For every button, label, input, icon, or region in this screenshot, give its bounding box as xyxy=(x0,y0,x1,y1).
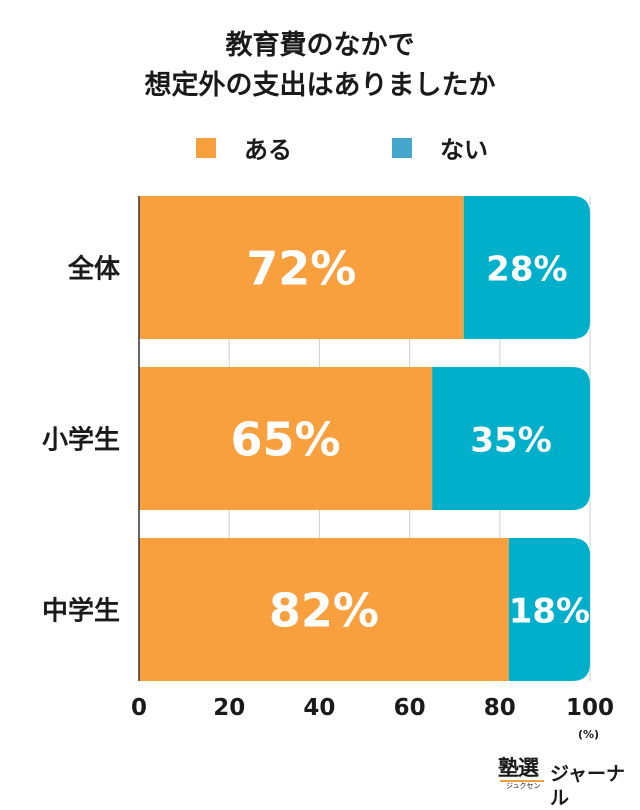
legend-swatch-aru xyxy=(196,137,216,158)
x-tick-label-60: 60 xyxy=(394,695,426,721)
bar-nai-2 xyxy=(432,367,590,510)
x-tick-label-40: 40 xyxy=(303,695,335,721)
x-tick-label-100: 100 xyxy=(566,695,614,721)
category-label-2: 小学生 xyxy=(42,425,120,456)
legend-label-aru: ある xyxy=(244,136,292,164)
chart-title: 教育費のなかで 想定外の支出はありましたか xyxy=(0,26,640,106)
category-label-1: 全体 xyxy=(67,254,121,285)
bar-nai-3 xyxy=(508,538,590,681)
logo-kanji: 塾選 xyxy=(498,756,539,780)
chart-title-line-2: 想定外の支出はありましたか xyxy=(144,70,496,101)
x-tick-label-0: 0 xyxy=(131,695,147,721)
data-label-aru-1: 72% xyxy=(246,242,356,296)
legend-item-aru: ある xyxy=(196,130,292,165)
x-tick-label-80: 80 xyxy=(484,695,516,721)
legend-swatch-nai xyxy=(392,137,412,158)
data-label-aru-2: 65% xyxy=(231,413,341,467)
data-label-nai-1: 28% xyxy=(486,250,567,290)
legend: ある ない xyxy=(0,130,640,164)
data-label-nai-3: 18% xyxy=(509,592,590,632)
legend-item-nai: ない xyxy=(392,130,488,165)
legend-label-nai: ない xyxy=(440,136,488,164)
juku-sen-journal-logo: 塾選 ジュクセン ジャーナル xyxy=(498,756,628,809)
bar-aru-3 xyxy=(139,538,509,681)
x-tick-label-20: 20 xyxy=(213,695,245,721)
chart-title-line-1: 教育費のなかで xyxy=(225,30,415,61)
bar-aru-2 xyxy=(139,367,433,510)
bar-nai-1 xyxy=(463,196,590,339)
data-label-aru-3: 82% xyxy=(269,584,379,638)
data-label-nai-2: 35% xyxy=(470,421,551,461)
category-label-3: 中学生 xyxy=(42,596,120,627)
logo-name: ジャーナル xyxy=(550,763,626,809)
logo-stripe xyxy=(500,780,544,782)
logo-ruby: ジュクセン xyxy=(506,782,541,790)
x-axis-unit: (%) xyxy=(578,728,600,741)
bar-aru-1 xyxy=(139,196,464,339)
